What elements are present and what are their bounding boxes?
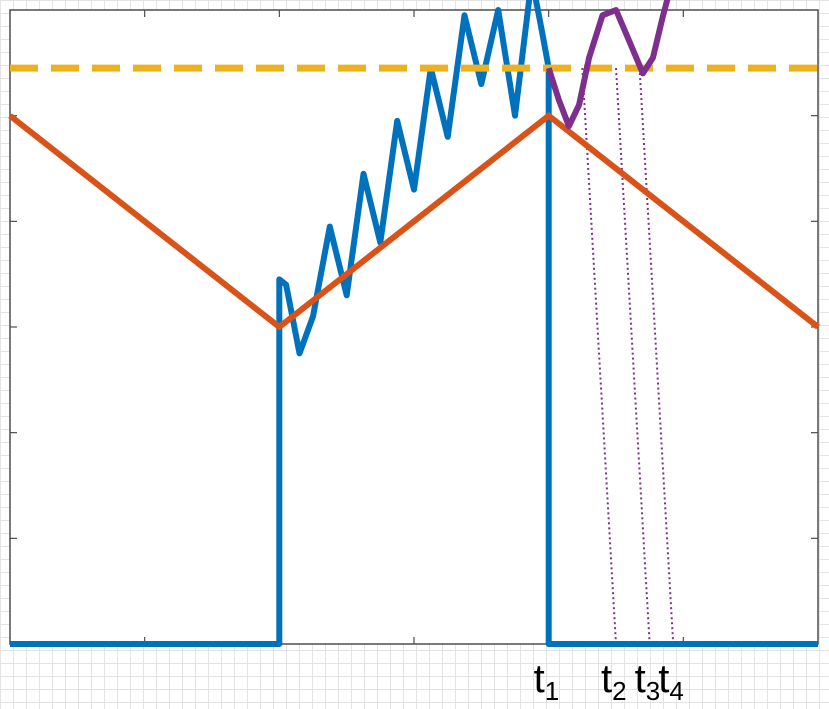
blue-signal-line — [10, 0, 818, 647]
tick-label-subscript: 2 — [612, 676, 626, 706]
series-group — [8, 0, 820, 647]
purple-continuation-line — [545, 0, 671, 130]
x-tick-label-4: t4 — [658, 657, 684, 706]
orange-triangle-line — [8, 112, 820, 330]
dotted-guide-line-2 — [615, 68, 651, 645]
x-tick-label-2: t2 — [601, 657, 627, 706]
tick-label-subscript: 1 — [545, 676, 559, 706]
dotted-guide-line-3 — [638, 68, 675, 645]
x-tick-label-3: t3 — [635, 657, 661, 706]
plot-area — [9, 9, 819, 645]
tick-label-subscript: 3 — [646, 676, 660, 706]
tick-label-base: t — [601, 657, 612, 701]
tick-label-base: t — [534, 657, 545, 701]
tick-label-base: t — [635, 657, 646, 701]
dotted-guide-line-1 — [581, 68, 617, 645]
annotation-lines — [581, 68, 675, 645]
x-tick-label-1: t1 — [534, 657, 560, 706]
tick-label-base: t — [658, 657, 669, 701]
tick-label-subscript: 4 — [669, 676, 683, 706]
